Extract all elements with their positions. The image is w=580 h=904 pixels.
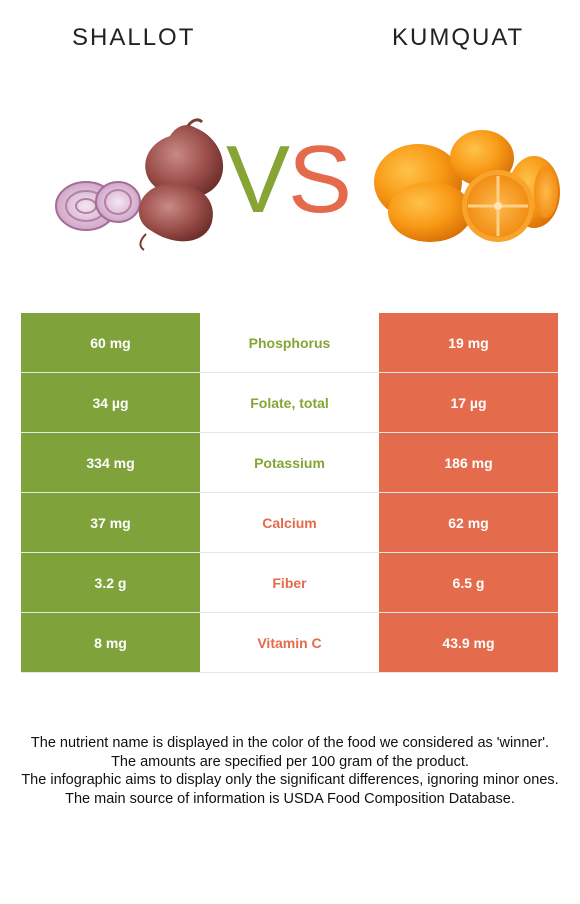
footnote-line: The nutrient name is displayed in the co… bbox=[30, 735, 550, 751]
footnote: The nutrient name is displayed in the co… bbox=[20, 734, 560, 808]
food-title-right: KUMQUAT bbox=[392, 24, 525, 51]
nutrient-name: Fiber bbox=[200, 552, 379, 613]
table-row: 37 mg Calcium 62 mg bbox=[21, 492, 558, 553]
footnote-line: The main source of information is USDA F… bbox=[65, 790, 515, 807]
table-row: 334 mg Potassium 186 mg bbox=[21, 432, 558, 493]
nutrient-name: Folate, total bbox=[200, 372, 379, 433]
kumquat-value: 43.9 mg bbox=[379, 612, 558, 673]
food-images bbox=[55, 118, 560, 251]
footnote-line: The amounts are specified per 100 gram o… bbox=[111, 753, 469, 770]
food-title-left: SHALLOT bbox=[72, 24, 196, 51]
shallot-value: 37 mg bbox=[21, 492, 200, 553]
kumquat-value: 62 mg bbox=[379, 492, 558, 553]
table-row: 3.2 g Fiber 6.5 g bbox=[21, 552, 558, 613]
kumquat-value: 17 µg bbox=[379, 372, 558, 433]
kumquat-value: 6.5 g bbox=[379, 552, 558, 613]
nutrient-comparison-table: 60 mg Phosphorus 19 mg 34 µg Folate, tot… bbox=[21, 313, 558, 673]
shallot-value: 60 mg bbox=[21, 313, 200, 373]
nutrient-name: Calcium bbox=[200, 492, 379, 553]
shallot-value: 8 mg bbox=[21, 612, 200, 673]
table-row: 34 µg Folate, total 17 µg bbox=[21, 372, 558, 433]
footnote-line: The infographic aims to display only the… bbox=[21, 772, 559, 788]
table-row: 8 mg Vitamin C 43.9 mg bbox=[21, 612, 558, 673]
vs-letter-v: V bbox=[226, 126, 290, 233]
shallot-value: 34 µg bbox=[21, 372, 200, 433]
kumquat-value: 19 mg bbox=[379, 313, 558, 373]
vs-label: VS bbox=[226, 132, 352, 228]
table-row: 60 mg Phosphorus 19 mg bbox=[21, 313, 558, 373]
nutrient-name: Phosphorus bbox=[200, 313, 379, 373]
shallot-value: 3.2 g bbox=[21, 552, 200, 613]
kumquat-illustration bbox=[374, 130, 560, 242]
nutrient-name: Vitamin C bbox=[200, 612, 379, 673]
shallot-value: 334 mg bbox=[21, 432, 200, 493]
shallot-illustration bbox=[55, 118, 224, 251]
kumquat-value: 186 mg bbox=[379, 432, 558, 493]
nutrient-name: Potassium bbox=[200, 432, 379, 493]
vs-letter-s: S bbox=[288, 126, 352, 233]
